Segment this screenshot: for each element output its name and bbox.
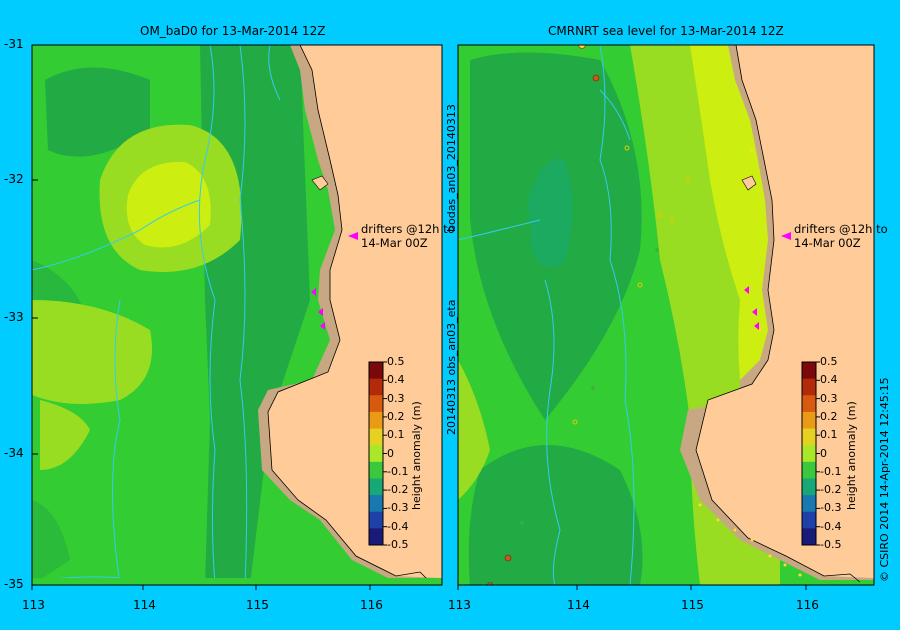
y-tick: -35 bbox=[4, 577, 24, 591]
left-panel-title: OM_baD0 for 13-Mar-2014 12Z bbox=[140, 24, 326, 38]
right-colorbar bbox=[801, 361, 820, 546]
left-colorbar-swatch bbox=[369, 395, 383, 413]
left-colorbar-swatch bbox=[369, 528, 383, 546]
credit-label: © CSIRO 2014 14-Apr-2014 12:45:15 bbox=[878, 377, 891, 582]
right-land bbox=[696, 45, 874, 578]
right-colorbar-tick-label: -0.4 bbox=[820, 519, 842, 533]
right-side-label-top: bodas_an03_20140313 bbox=[445, 104, 458, 232]
left-colorbar-swatch bbox=[369, 495, 383, 513]
right-drifter-note: drifters @12h to bbox=[794, 222, 888, 236]
left-colorbar-tick-label: -0.5 bbox=[387, 538, 409, 551]
right-panel-title: CMRNRT sea level for 13-Mar-2014 12Z bbox=[548, 24, 784, 38]
left-colorbar-tick-label: -0.4 bbox=[387, 519, 409, 533]
x-tick: 114 bbox=[133, 598, 156, 612]
x-tick: 114 bbox=[567, 598, 590, 612]
right-drifter-note: 14-Mar 00Z bbox=[794, 236, 861, 250]
x-tick: 115 bbox=[681, 598, 704, 612]
left-colorbar-tick-label: 0.1 bbox=[387, 428, 405, 442]
left-colorbar-tick-label: 0.4 bbox=[387, 373, 405, 387]
left-colorbar-tick-label: -0.1 bbox=[387, 464, 409, 478]
left-high-lobe bbox=[32, 300, 152, 404]
right-side-label-bottom: 20140313 obs_an03_eta bbox=[445, 299, 458, 435]
right-colorbar-tick-label: -0.1 bbox=[820, 464, 842, 478]
left-colorbar-swatch bbox=[369, 511, 383, 529]
left-map bbox=[32, 45, 442, 585]
left-colorbar-tick-label: 0 bbox=[387, 446, 394, 460]
left-colorbar-tick-label: 0.5 bbox=[387, 355, 405, 368]
right-colorbar-swatch bbox=[802, 478, 816, 496]
right-colorbar-tick-label: 0.3 bbox=[820, 391, 838, 405]
left-colorbar-tick-label: -0.3 bbox=[387, 501, 409, 515]
y-tick: -34 bbox=[4, 446, 24, 460]
y-tick: -33 bbox=[4, 310, 24, 324]
right-colorbar-tick-label: 0 bbox=[820, 446, 827, 460]
x-tick: 115 bbox=[246, 598, 269, 612]
right-colorbar-tick-label: -0.3 bbox=[820, 501, 842, 515]
left-colorbar-swatch bbox=[369, 411, 383, 430]
left-colorbar bbox=[368, 361, 387, 546]
left-colorbar-swatch bbox=[369, 445, 383, 463]
right-colorbar-swatch bbox=[802, 362, 816, 380]
right-colorbar-swatch bbox=[802, 528, 816, 546]
right-colorbar-swatch bbox=[802, 445, 816, 463]
right-map bbox=[458, 45, 874, 585]
left-drifter-note: 14-Mar 00Z bbox=[361, 236, 428, 250]
left-colorbar-swatch bbox=[369, 362, 383, 380]
right-colorbar-swatch bbox=[802, 411, 816, 430]
left-drifter-note: drifters @12h to bbox=[361, 222, 455, 236]
right-colorbar-tick-label: 0.2 bbox=[820, 409, 838, 423]
right-colorbar-swatch bbox=[802, 495, 816, 513]
right-colorbar-label: height anomaly (m) bbox=[845, 401, 858, 510]
left-colorbar-tick-label: 0.3 bbox=[387, 391, 405, 405]
right-colorbar-swatch bbox=[802, 395, 816, 413]
left-colorbar-tick-label: -0.2 bbox=[387, 483, 409, 497]
left-peak bbox=[126, 161, 211, 248]
left-colorbar-swatch bbox=[369, 378, 383, 396]
y-tick: -31 bbox=[4, 37, 24, 51]
y-tick: -32 bbox=[4, 172, 24, 186]
left-colorbar-tick-label: 0.2 bbox=[387, 409, 405, 423]
right-colorbar-swatch bbox=[802, 378, 816, 396]
left-colorbar-swatch bbox=[369, 461, 383, 479]
right-colorbar-tick-label: 0.5 bbox=[820, 355, 838, 368]
left-frame bbox=[31, 44, 443, 586]
left-colorbar-swatch bbox=[369, 478, 383, 496]
right-colorbar-tick-label: -0.5 bbox=[820, 538, 842, 551]
left-colorbar-swatch bbox=[369, 428, 383, 446]
right-frame bbox=[457, 44, 875, 586]
right-colorbar-swatch bbox=[802, 428, 816, 446]
right-colorbar-swatch bbox=[802, 511, 816, 529]
x-tick: 113 bbox=[448, 598, 471, 612]
right-colorbar-tick-label: 0.4 bbox=[820, 373, 838, 387]
x-tick: 116 bbox=[360, 598, 383, 612]
left-colorbar-label: height anomaly (m) bbox=[410, 401, 423, 510]
right-colorbar-swatch bbox=[802, 461, 816, 479]
right-colorbar-tick-label: 0.1 bbox=[820, 428, 838, 442]
right-colorbar-tick-label: -0.2 bbox=[820, 483, 842, 497]
x-tick: 113 bbox=[22, 598, 45, 612]
left-land bbox=[268, 45, 442, 578]
x-tick: 116 bbox=[796, 598, 819, 612]
